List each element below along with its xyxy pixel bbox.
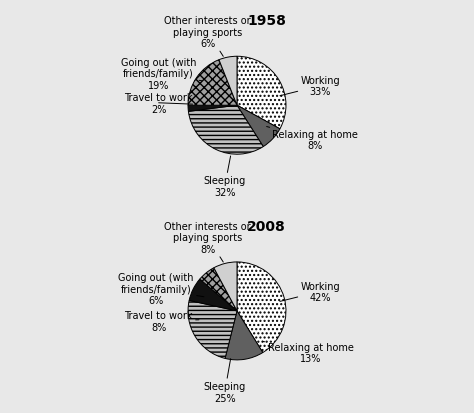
Wedge shape [219, 57, 237, 106]
Wedge shape [188, 61, 237, 106]
Text: Sleeping
32%: Sleeping 32% [204, 157, 246, 197]
Wedge shape [188, 106, 237, 112]
Wedge shape [214, 262, 237, 311]
Wedge shape [188, 106, 263, 155]
Wedge shape [237, 262, 286, 353]
Wedge shape [189, 279, 237, 311]
Text: Sleeping
25%: Sleeping 25% [204, 359, 246, 403]
Text: Going out (with
friends/family)
6%: Going out (with friends/family) 6% [118, 273, 204, 306]
Wedge shape [237, 106, 280, 147]
Text: Other interests or
playing sports
6%: Other interests or playing sports 6% [164, 16, 251, 57]
Text: Travel to work
8%: Travel to work 8% [124, 310, 199, 332]
Text: 2008: 2008 [247, 219, 286, 233]
Text: Working
33%: Working 33% [280, 76, 340, 97]
Text: Relaxing at home
13%: Relaxing at home 13% [263, 342, 354, 363]
Wedge shape [188, 301, 237, 358]
Wedge shape [237, 57, 286, 130]
Text: Going out (with
friends/family)
19%: Going out (with friends/family) 19% [121, 58, 202, 91]
Text: Travel to work
2%: Travel to work 2% [124, 93, 193, 114]
Text: Other interests or
playing sports
8%: Other interests or playing sports 8% [164, 221, 251, 262]
Wedge shape [200, 268, 237, 311]
Text: Working
42%: Working 42% [280, 281, 340, 302]
Text: Relaxing at home
8%: Relaxing at home 8% [266, 127, 358, 151]
Wedge shape [225, 311, 263, 360]
Text: 1958: 1958 [247, 14, 286, 28]
